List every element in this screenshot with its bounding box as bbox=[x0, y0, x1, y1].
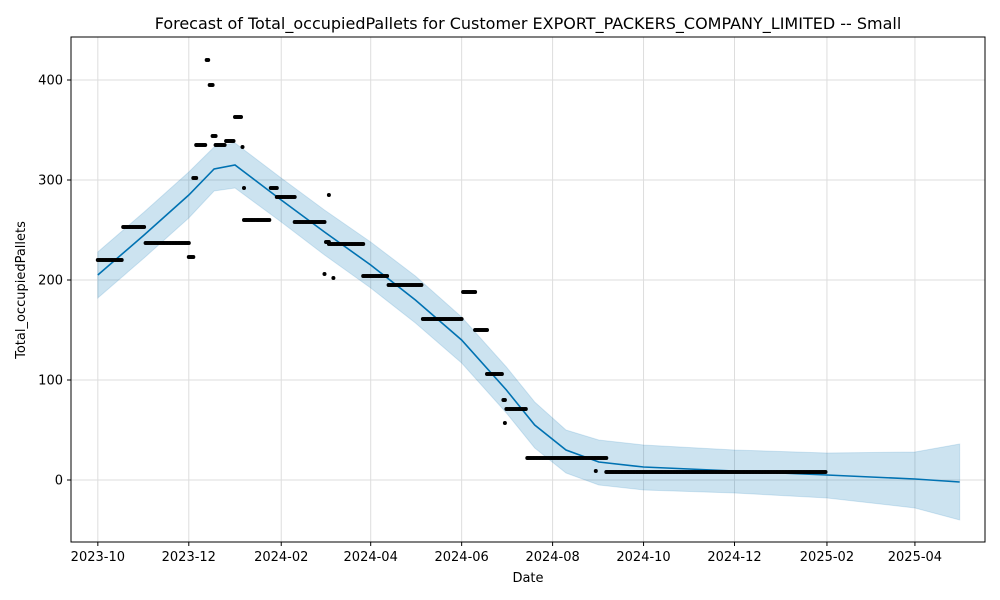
x-tick-label: 2024-10 bbox=[616, 550, 670, 565]
observed-point bbox=[502, 398, 507, 402]
observed-point bbox=[274, 186, 279, 190]
observed-point bbox=[499, 372, 504, 376]
grid-lines bbox=[71, 37, 985, 542]
x-tick-label: 2024-12 bbox=[707, 550, 761, 565]
observed-point bbox=[523, 407, 528, 411]
observed-point bbox=[210, 83, 215, 87]
observed-point bbox=[239, 115, 243, 119]
observed-point bbox=[459, 317, 464, 321]
x-tick-label: 2024-02 bbox=[254, 550, 308, 565]
chart-title: Forecast of Total_occupiedPallets for Cu… bbox=[155, 14, 902, 34]
observed-point bbox=[385, 274, 390, 278]
observed-point bbox=[194, 176, 199, 180]
observed-point bbox=[203, 143, 208, 147]
observed-point bbox=[267, 218, 272, 222]
y-axis: 0 100 200 300 400 bbox=[38, 74, 71, 489]
observed-point bbox=[331, 276, 336, 280]
x-tick-label: 2023-12 bbox=[162, 550, 216, 565]
x-tick-label: 2023-10 bbox=[71, 550, 125, 565]
observed-point bbox=[485, 328, 489, 332]
plot-frame bbox=[70, 36, 986, 543]
x-tick-label: 2024-08 bbox=[525, 550, 579, 565]
observed-point bbox=[240, 145, 245, 149]
observed-point bbox=[502, 421, 507, 425]
observed-point bbox=[419, 283, 424, 287]
x-axis-label: Date bbox=[512, 571, 543, 586]
x-tick-label: 2024-06 bbox=[434, 550, 488, 565]
y-tick-label: 0 bbox=[55, 474, 63, 489]
x-tick-label: 2025-02 bbox=[800, 550, 854, 565]
x-axis: 2023-10 2023-12 2024-02 2024-04 2024-06 2024-… bbox=[71, 542, 942, 565]
observed-point bbox=[322, 272, 327, 276]
observed-point bbox=[242, 186, 246, 190]
observed-point bbox=[206, 58, 211, 62]
observed-point bbox=[473, 290, 478, 294]
interval-band bbox=[97, 142, 961, 521]
y-tick-label: 200 bbox=[38, 274, 63, 289]
y-tick-label: 100 bbox=[38, 374, 63, 389]
observed-point bbox=[604, 456, 609, 460]
y-tick-label: 300 bbox=[38, 174, 63, 189]
observed-point bbox=[213, 134, 218, 138]
observed-point bbox=[322, 220, 327, 224]
observed-point bbox=[292, 195, 297, 199]
observed-points bbox=[95, 58, 828, 474]
uncertainty-band-area bbox=[97, 142, 961, 521]
observed-point bbox=[191, 255, 196, 259]
observed-point bbox=[823, 470, 828, 474]
x-tick-label: 2025-04 bbox=[888, 550, 942, 565]
observed-point bbox=[231, 139, 236, 143]
observed-point bbox=[142, 225, 147, 229]
observed-point bbox=[326, 193, 331, 197]
observed-point bbox=[119, 258, 124, 262]
observed-point bbox=[361, 242, 366, 246]
observed-point bbox=[186, 241, 191, 245]
observed-point bbox=[222, 143, 227, 147]
observed-point bbox=[593, 469, 598, 473]
x-tick-label: 2024-04 bbox=[344, 550, 398, 565]
y-axis-label: Total_occupiedPallets bbox=[14, 221, 29, 360]
y-tick-label: 400 bbox=[38, 74, 63, 89]
